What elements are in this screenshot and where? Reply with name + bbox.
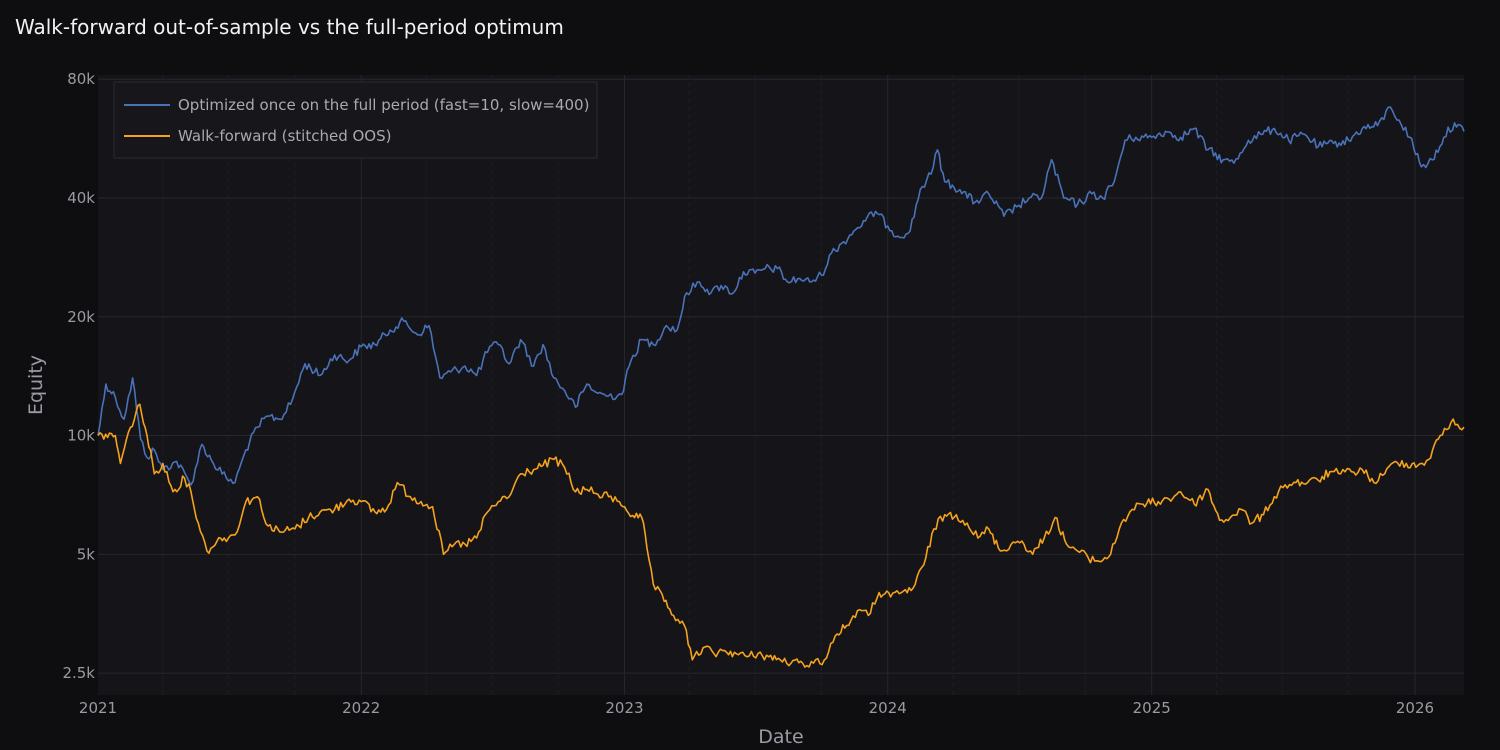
- legend: Optimized once on the full period (fast=…: [113, 81, 598, 159]
- x-tick-label: 2021: [79, 699, 117, 717]
- y-tick-label: 2.5k: [62, 664, 95, 682]
- legend-label-walk-forward: Walk-forward (stitched OOS): [178, 127, 391, 145]
- legend-label-full-period: Optimized once on the full period (fast=…: [178, 96, 589, 114]
- series-line-full-period: [97, 106, 1465, 486]
- y-tick-label: 10k: [67, 427, 95, 445]
- x-tick-label: 2022: [342, 699, 380, 717]
- y-tick-label: 20k: [67, 308, 95, 326]
- x-axis-ticks: 2021 2022 2023 2024 2025 2026: [79, 699, 1434, 717]
- chart-title: Walk-forward out-of-sample vs the full-p…: [15, 15, 564, 39]
- grid-lines: [98, 75, 1464, 695]
- x-tick-label: 2024: [869, 699, 907, 717]
- x-tick-label: 2023: [605, 699, 643, 717]
- y-axis-title: Equity: [25, 355, 47, 415]
- y-tick-label: 80k: [67, 70, 95, 88]
- series-line-walk-forward: [97, 403, 1465, 668]
- series-layer: [97, 106, 1465, 668]
- legend-box: [113, 81, 598, 159]
- x-tick-label: 2025: [1133, 699, 1171, 717]
- plot-area: [98, 75, 1464, 695]
- x-tick-label: 2026: [1396, 699, 1434, 717]
- x-axis-title: Date: [758, 726, 803, 748]
- y-axis-ticks: 2.5k 5k 10k 20k 40k 80k: [62, 70, 95, 682]
- y-tick-label: 40k: [67, 189, 95, 207]
- y-tick-label: 5k: [77, 545, 96, 563]
